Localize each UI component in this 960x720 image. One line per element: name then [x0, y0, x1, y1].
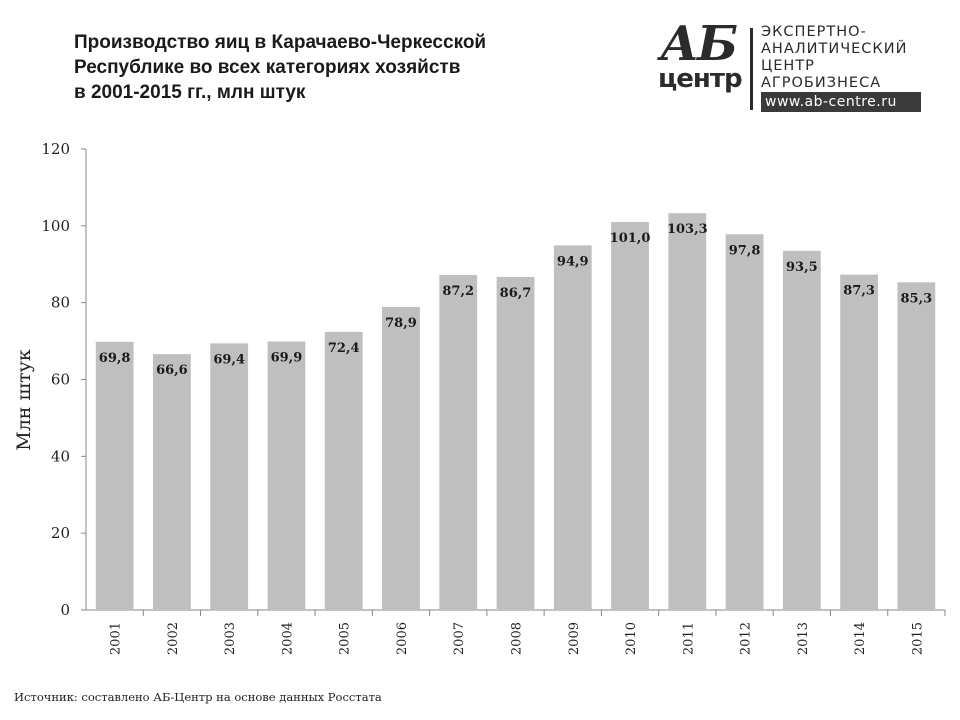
x-tick-label-2011: 2011 — [681, 622, 696, 655]
y-tick-label: 0 — [60, 601, 70, 619]
bar-2002 — [153, 354, 191, 610]
x-tick-label-2003: 2003 — [223, 622, 238, 655]
logo-url: www.ab-centre.ru — [761, 92, 921, 112]
value-label-2008: 86,7 — [500, 286, 532, 301]
bar-2008 — [496, 276, 535, 610]
x-tick-label-2013: 2013 — [796, 622, 811, 655]
logo-text: ЭКСПЕРТНО- АНАЛИТИЧЕСКИЙ ЦЕНТР АГРОБИЗНЕ… — [761, 24, 907, 92]
bar-2014 — [840, 274, 878, 610]
x-tick-label-2014: 2014 — [853, 622, 868, 655]
title-line-3: в 2001-2015 гг., млн штук — [74, 82, 306, 103]
bar-2012 — [725, 234, 764, 610]
logo-mark-ab: АБ — [660, 16, 738, 72]
x-tick-label-2010: 2010 — [624, 622, 639, 655]
x-tick-label-2012: 2012 — [739, 622, 754, 655]
logo-line-2: АНАЛИТИЧЕСКИЙ — [761, 41, 908, 57]
logo-divider — [750, 28, 753, 110]
bar-2010 — [611, 221, 649, 610]
value-label-2007: 87,2 — [442, 284, 474, 299]
y-tick-label: 60 — [51, 371, 70, 389]
bar-2009 — [553, 245, 592, 610]
value-label-2013: 93,5 — [786, 260, 818, 275]
chart-axes — [81, 148, 946, 616]
bar-2001 — [95, 341, 134, 610]
x-tick-label-2009: 2009 — [567, 622, 582, 655]
x-tick-label-2007: 2007 — [452, 622, 467, 655]
logo-line-1: ЭКСПЕРТНО- — [761, 24, 867, 40]
x-tick-label-2008: 2008 — [510, 622, 525, 655]
bar-2005 — [324, 331, 363, 610]
y-tick-label: 20 — [51, 524, 70, 542]
value-label-2009: 94,9 — [557, 254, 589, 269]
chart-value-labels: 69,8 66,6 69,4 69,9 72,4 78,9 87,2 86,7 94,9 101,… — [99, 222, 932, 378]
value-label-2001: 69,8 — [99, 351, 131, 366]
logo-line-3: ЦЕНТР — [761, 58, 815, 74]
value-label-2012: 97,8 — [729, 243, 761, 258]
title-line-1: Производство яиц в Карачаево-Черкесской — [74, 32, 487, 53]
y-axis-label: Млн штук — [13, 349, 35, 451]
bar-2011 — [668, 213, 707, 611]
ab-centre-logo: АБ центр ЭКСПЕРТНО- АНАЛИТИЧЕСКИЙ ЦЕНТР … — [658, 16, 928, 114]
y-tick-label: 100 — [41, 217, 70, 235]
bar-2013 — [782, 250, 821, 610]
value-label-2003: 69,4 — [213, 352, 245, 367]
value-label-2014: 87,3 — [843, 284, 875, 299]
chart-x-tick-labels: 2001 2002 2003 2004 2005 2006 2007 2008 2009 2010… — [109, 622, 926, 655]
bar-2006 — [382, 306, 420, 610]
chart-y-tick-labels: 0 20 40 60 80 100 120 — [41, 140, 70, 619]
x-tick-label-2001: 2001 — [109, 622, 124, 655]
bar-2003 — [210, 343, 249, 610]
chart-title: Производство яиц в Карачаево-Черкесской … — [74, 30, 574, 105]
x-tick-label-2005: 2005 — [338, 622, 353, 655]
value-label-2005: 72,4 — [328, 341, 360, 356]
logo-line-4: АГРОБИЗНЕСА — [761, 75, 882, 91]
x-tick-label-2004: 2004 — [280, 622, 295, 655]
y-tick-label: 120 — [41, 140, 70, 158]
x-tick-label-2006: 2006 — [395, 622, 410, 655]
logo-mark-center: центр — [658, 64, 743, 94]
value-label-2011: 103,3 — [667, 222, 708, 237]
value-label-2002: 66,6 — [156, 363, 188, 378]
value-label-2004: 69,9 — [271, 350, 303, 365]
y-tick-label: 40 — [51, 447, 70, 465]
value-label-2006: 78,9 — [385, 316, 417, 331]
y-tick-label: 80 — [51, 294, 70, 312]
x-tick-label-2002: 2002 — [166, 622, 181, 655]
x-tick-label-2015: 2015 — [910, 622, 925, 655]
bar-2015 — [897, 282, 936, 610]
bar-2004 — [267, 341, 306, 610]
chart-bars — [95, 213, 936, 611]
value-label-2015: 85,3 — [901, 291, 933, 306]
value-label-2010: 101,0 — [610, 231, 651, 246]
title-line-2: Республике во всех категориях хозяйств — [74, 57, 461, 78]
source-note: Источник: составлено АБ-Центр на основе … — [14, 690, 382, 704]
bar-2007 — [439, 275, 478, 610]
